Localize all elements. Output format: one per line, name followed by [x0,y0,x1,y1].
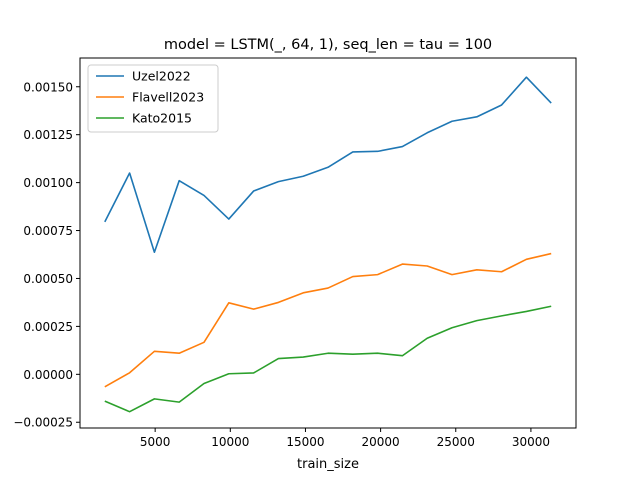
legend-box [87,64,219,133]
series-line-flavell2023 [104,252,552,388]
series-line-uzel2022 [104,76,552,253]
x-axis-label: train_size [297,457,359,472]
plot-frame [79,57,577,429]
y-tick-label: −0.00025 [13,416,73,430]
series-line-kato2015 [104,305,552,413]
y-tick-label: 0.00000 [23,368,73,382]
y-tick-label: 0.00125 [23,128,73,142]
legend-label: Kato2015 [132,111,192,126]
legend-label: Flavell2023 [132,90,204,105]
legend-label: Uzel2022 [132,69,191,84]
y-tick-label: 0.00025 [23,320,73,334]
y-tick-label: 0.00100 [23,176,73,190]
x-tick-label: 20000 [362,435,400,449]
chart-title: model = LSTM(_, 64, 1), seq_len = tau = … [164,37,492,53]
y-tick-label: 0.00150 [23,80,73,94]
y-tick-label: 0.00075 [23,224,73,238]
y-tick-label: 0.00050 [23,272,73,286]
x-tick-label: 30000 [512,435,550,449]
x-tick-label: 25000 [437,435,475,449]
x-tick-label: 10000 [211,435,249,449]
x-tick-label: 15000 [286,435,324,449]
x-tick-label: 5000 [140,435,171,449]
legend: Uzel2022 Flavell2023 Kato2015 [87,64,219,133]
